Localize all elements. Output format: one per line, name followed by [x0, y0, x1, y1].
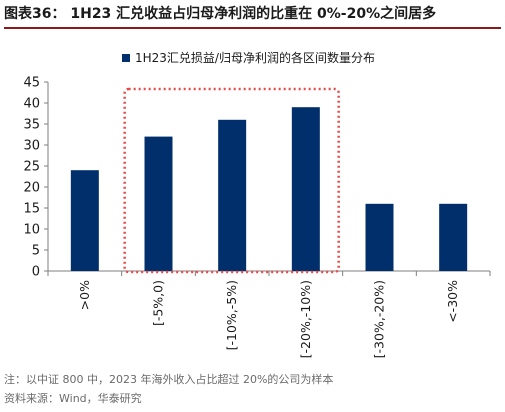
- bar: [291, 107, 320, 271]
- y-tick-label: 25: [23, 160, 40, 175]
- bar: [144, 136, 173, 271]
- x-category-label: [-5%,0): [151, 280, 166, 326]
- figure-notes: 注：以中证 800 中，2023 年海外收入占比超过 20%的公司为样本 资料来…: [4, 370, 501, 408]
- y-tick-label: 5: [32, 244, 40, 259]
- y-tick-label: 45: [23, 76, 40, 91]
- y-tick-label: 10: [23, 223, 40, 238]
- bar: [218, 119, 247, 271]
- x-category-label: [-20%,-10%): [298, 280, 313, 358]
- y-tick-label: 40: [23, 97, 40, 112]
- legend-label: 1H23汇兑损益/归母净利润的各区间数量分布: [135, 50, 375, 65]
- bar: [365, 203, 394, 271]
- y-tick-label: 20: [23, 181, 40, 196]
- bar: [439, 203, 468, 271]
- note-text: 注：以中证 800 中，2023 年海外收入占比超过 20%的公司为样本: [4, 373, 334, 386]
- y-tick-label: 35: [23, 118, 40, 133]
- figure-title: 图表36： 1H23 汇兑收益占归母净利润的比重在 0%-20%之间居多: [4, 6, 437, 22]
- y-tick-label: 30: [23, 139, 40, 154]
- bar-chart: 1H23汇兑损益/归母净利润的各区间数量分布 0 5 10 15 20 25 30 35 40 45…: [23, 50, 491, 358]
- source-text: 资料来源：Wind，华泰研究: [4, 392, 142, 405]
- legend-swatch: [122, 54, 130, 62]
- x-category-label: [-30%,-20%): [372, 280, 387, 358]
- y-tick-label: 0: [32, 265, 40, 280]
- bar: [70, 170, 99, 271]
- title-rule: [4, 27, 501, 29]
- x-category-label: >0%: [77, 280, 92, 310]
- x-category-label: [-10%,-5%): [224, 280, 239, 350]
- x-category-label: <-30%: [445, 280, 460, 323]
- y-tick-label: 15: [23, 202, 40, 217]
- highlight-box: [123, 87, 340, 274]
